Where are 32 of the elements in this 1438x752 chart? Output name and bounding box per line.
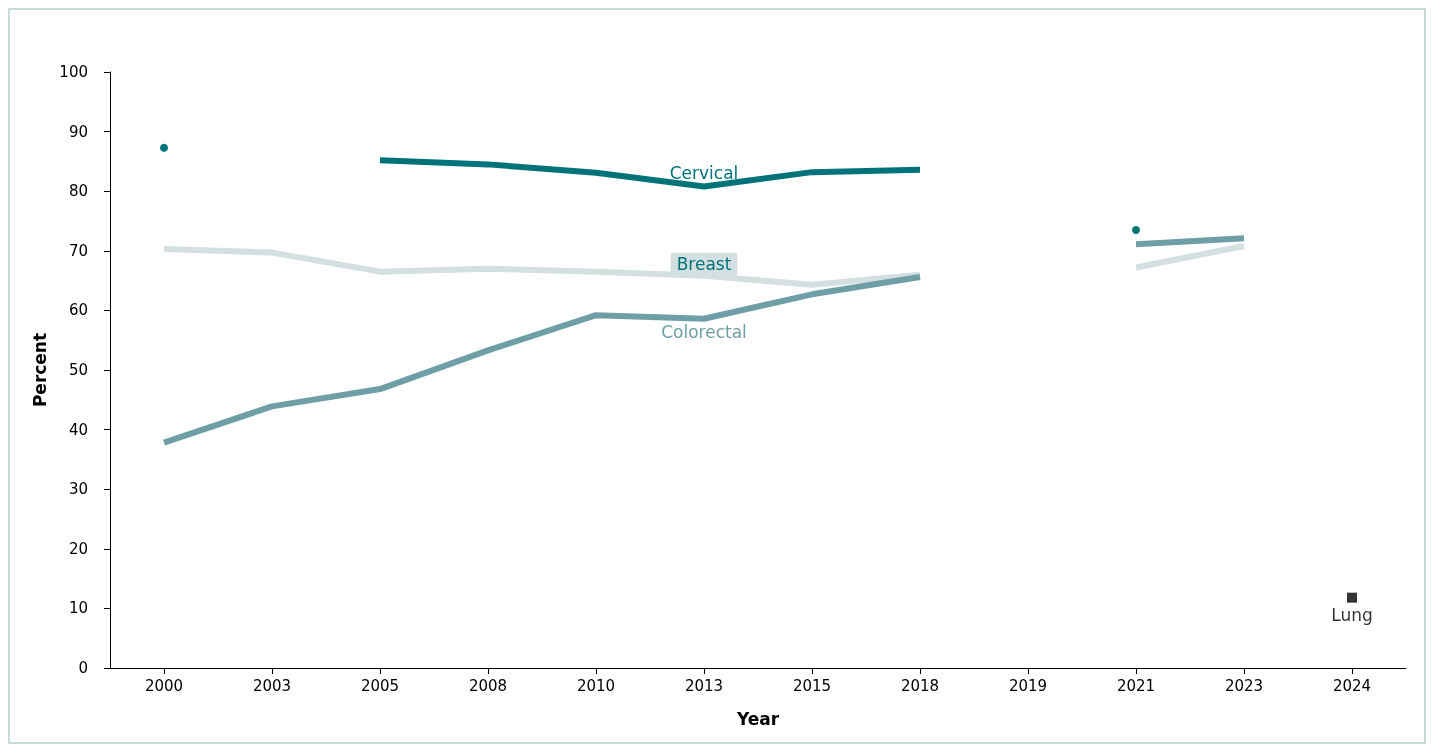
x-tick-label: 2010: [576, 676, 616, 695]
x-tick-label: 2005: [360, 676, 400, 695]
y-tick-label: 90: [68, 122, 88, 141]
x-tick-label: 2008: [468, 676, 508, 695]
y-tick-label: 60: [68, 301, 88, 320]
point: [160, 143, 168, 152]
x-tick-label: 2023: [1224, 676, 1264, 695]
y-tick-label: 20: [68, 539, 88, 558]
series-label: Breast: [676, 254, 732, 275]
y-tick-label: 0: [78, 659, 88, 677]
x-tick-label: 2003: [252, 676, 292, 695]
series-label: Colorectal: [661, 322, 747, 343]
x-tick-label: 2015: [792, 676, 832, 695]
x-tick-label: 2013: [684, 676, 724, 695]
y-tick-label: 40: [68, 420, 88, 439]
y-tick-label: 80: [68, 182, 88, 201]
x-tick-label: 2018: [900, 676, 940, 695]
y-axis-title: Percent: [29, 332, 50, 408]
point: [1132, 225, 1140, 234]
point: [1347, 592, 1357, 603]
y-tick-label: 100: [59, 63, 88, 81]
series-label: Lung: [1331, 605, 1373, 626]
y-tick-label: 10: [68, 599, 88, 618]
series-label: Cervical: [669, 162, 739, 183]
x-tick-label: 2019: [1008, 676, 1048, 695]
x-tick-label: 2021: [1116, 676, 1156, 695]
x-axis-title: Year: [735, 708, 780, 729]
y-tick-label: 50: [68, 361, 88, 379]
x-tick-label: 2000: [144, 676, 184, 695]
y-tick-label: 70: [68, 241, 88, 260]
y-tick-label: 30: [68, 480, 88, 499]
x-tick-label: 2024: [1332, 676, 1372, 695]
